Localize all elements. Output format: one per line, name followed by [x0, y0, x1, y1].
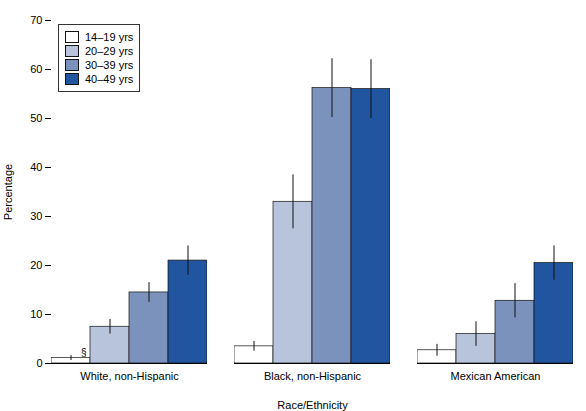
svg-text:§: § — [81, 347, 87, 358]
svg-text:Mexican American: Mexican American — [451, 370, 541, 382]
svg-text:20: 20 — [30, 259, 42, 271]
svg-text:White, non-Hispanic: White, non-Hispanic — [80, 370, 179, 382]
svg-text:Percentage: Percentage — [2, 164, 14, 220]
svg-text:40: 40 — [30, 161, 42, 173]
svg-text:60: 60 — [30, 63, 42, 75]
svg-text:0: 0 — [36, 357, 42, 369]
html-text:40–49 yrs: 40–49 yrs — [85, 72, 134, 85]
html-text:30–39 yrs: 30–39 yrs — [85, 58, 134, 71]
svg-text:Race/Ethnicity: Race/Ethnicity — [277, 399, 348, 411]
svg-text:10: 10 — [30, 308, 42, 320]
html-text:14–19 yrs: 14–19 yrs — [85, 30, 134, 43]
svg-text:70: 70 — [30, 14, 42, 26]
svg-text:Black, non-Hispanic: Black, non-Hispanic — [264, 370, 362, 382]
html-text:20–29 yrs: 20–29 yrs — [85, 44, 134, 57]
svg-text:50: 50 — [30, 112, 42, 124]
svg-text:30: 30 — [30, 210, 42, 222]
